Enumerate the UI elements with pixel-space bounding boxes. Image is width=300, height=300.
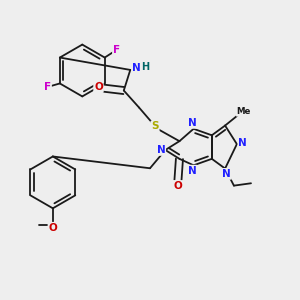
Text: O: O [49, 223, 57, 233]
Text: N: N [157, 145, 165, 155]
Text: N: N [188, 166, 197, 176]
Text: F: F [113, 46, 120, 56]
Text: O: O [174, 181, 182, 191]
Text: Me: Me [237, 107, 251, 116]
Text: O: O [94, 82, 103, 92]
Text: S: S [151, 122, 159, 131]
Text: H: H [141, 62, 149, 72]
Text: N: N [188, 118, 197, 128]
Text: N: N [132, 63, 141, 73]
Text: N: N [238, 138, 247, 148]
Text: N: N [222, 169, 231, 179]
Text: F: F [44, 82, 51, 92]
